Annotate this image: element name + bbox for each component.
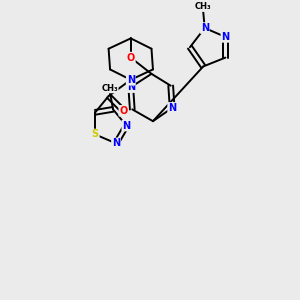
Text: CH₃: CH₃ (195, 2, 211, 11)
Text: N: N (112, 138, 120, 148)
Text: N: N (127, 75, 135, 85)
Text: N: N (168, 103, 176, 113)
Text: O: O (119, 106, 128, 116)
Text: N: N (127, 82, 135, 92)
Text: N: N (221, 32, 230, 42)
Text: N: N (122, 121, 130, 130)
Text: S: S (92, 130, 99, 140)
Text: N: N (201, 23, 209, 33)
Text: O: O (127, 52, 135, 63)
Text: CH₃: CH₃ (101, 84, 118, 93)
